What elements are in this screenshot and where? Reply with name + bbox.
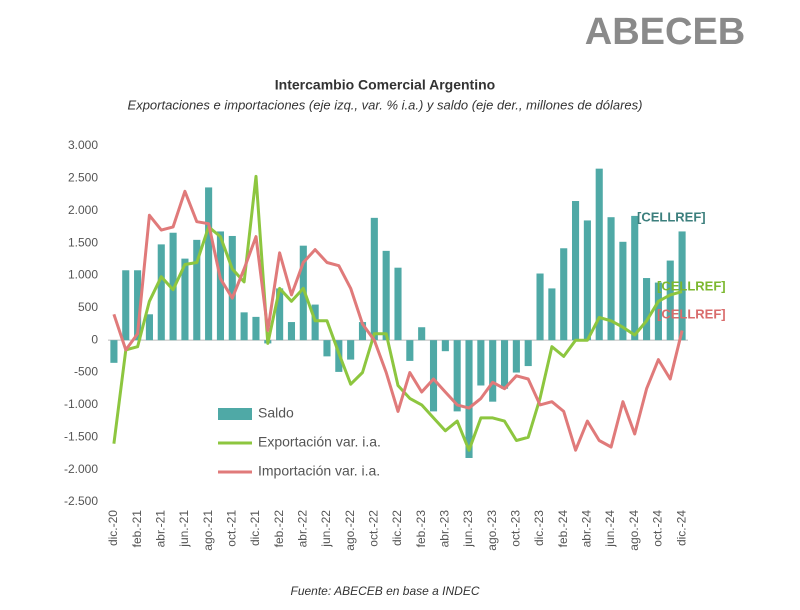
y-tick-label: -2.500 xyxy=(64,494,98,508)
x-tick-label: jun.-22 xyxy=(319,510,333,548)
bar xyxy=(358,322,367,341)
y-tick-label: -500 xyxy=(74,365,98,379)
x-tick-label: feb.-24 xyxy=(556,510,570,548)
bar xyxy=(560,248,568,341)
bar xyxy=(276,288,284,341)
bar xyxy=(205,187,213,341)
bar xyxy=(240,312,248,341)
legend-label: Exportación var. i.a. xyxy=(258,434,381,450)
bar xyxy=(631,215,639,341)
bar xyxy=(252,316,260,341)
bar xyxy=(548,288,556,341)
x-tick-label: abr.-23 xyxy=(438,510,452,548)
bar xyxy=(394,267,402,341)
x-tick-label: dic.-20 xyxy=(106,510,120,546)
bar xyxy=(228,235,236,341)
y-tick-label: 2.000 xyxy=(68,203,98,217)
bar xyxy=(441,340,449,352)
bar xyxy=(181,258,189,341)
bar xyxy=(287,322,296,341)
x-tick-label: feb.-21 xyxy=(130,510,144,548)
x-tick-label: dic.-21 xyxy=(248,510,262,546)
annotation: [CELLREF] xyxy=(657,306,726,321)
x-tick-label: ago.-23 xyxy=(485,510,499,551)
bar xyxy=(572,201,580,341)
line xyxy=(112,189,684,452)
x-tick-label: oct.-21 xyxy=(224,510,238,547)
annotation: [CELLREF] xyxy=(657,278,726,293)
bar xyxy=(536,273,544,341)
bar xyxy=(145,314,153,341)
x-tick-label: jun.-23 xyxy=(461,510,475,548)
y-tick-label: 1.500 xyxy=(68,235,98,249)
bar xyxy=(382,250,390,341)
x-tick-label: ago.-22 xyxy=(343,510,357,551)
bar xyxy=(666,260,674,341)
bar xyxy=(512,340,520,373)
bar xyxy=(429,340,438,412)
legend-swatch xyxy=(218,408,252,420)
bar xyxy=(678,231,686,341)
x-tick-label: dic.-24 xyxy=(674,510,688,546)
bar xyxy=(524,340,532,367)
bar xyxy=(347,340,355,360)
y-tick-label: 500 xyxy=(78,300,98,314)
bar xyxy=(465,340,473,458)
x-tick-label: ago.-21 xyxy=(201,510,215,551)
x-tick-label: dic.-23 xyxy=(532,510,546,546)
chart-subtitle: Exportaciones e importaciones (eje izq.,… xyxy=(128,97,643,112)
chart-title: Intercambio Comercial Argentino xyxy=(275,77,495,93)
bar xyxy=(157,244,165,341)
x-tick-label: feb.-23 xyxy=(414,510,428,548)
bar xyxy=(489,340,497,402)
x-tick-label: ago.-24 xyxy=(627,510,641,551)
x-tick-label: abr.-24 xyxy=(580,510,594,548)
bar xyxy=(299,245,307,341)
x-tick-label: oct.-23 xyxy=(509,510,523,547)
bar xyxy=(477,340,485,386)
bar xyxy=(134,270,142,341)
y-tick-label: 0 xyxy=(91,332,98,346)
bar xyxy=(607,217,615,341)
x-tick-label: feb.-22 xyxy=(272,510,286,548)
bar xyxy=(453,340,461,412)
bar xyxy=(654,282,662,341)
x-tick-label: jun.-21 xyxy=(177,510,191,548)
x-tick-label: jun.-24 xyxy=(603,510,617,548)
bar xyxy=(418,327,426,341)
bar xyxy=(619,241,627,341)
annotation: [CELLREF] xyxy=(637,209,706,224)
x-tick-label: oct.-24 xyxy=(651,510,665,547)
y-tick-label: 2.500 xyxy=(68,171,98,185)
bar xyxy=(216,231,224,341)
bar xyxy=(110,340,118,363)
bar xyxy=(595,168,603,341)
bar xyxy=(311,304,319,341)
bar xyxy=(370,217,378,341)
source: Fuente: ABECEB en base a INDEC xyxy=(291,584,480,598)
y-tick-label: -2.000 xyxy=(64,462,98,476)
bar xyxy=(193,239,201,341)
x-tick-label: dic.-22 xyxy=(390,510,404,546)
x-tick-label: abr.-21 xyxy=(153,510,167,548)
x-tick-label: oct.-22 xyxy=(366,510,380,547)
bar xyxy=(323,340,331,357)
bar xyxy=(583,220,591,341)
bar xyxy=(122,270,130,341)
y-tick-label: -1.000 xyxy=(64,397,98,411)
bar xyxy=(500,340,509,389)
logo: ABECEB xyxy=(585,11,745,53)
y-tick-label: 1.000 xyxy=(68,268,98,282)
legend-label: Importación var. i.a. xyxy=(258,463,380,479)
legend-label: Saldo xyxy=(258,405,294,421)
y-tick-label: 3.000 xyxy=(68,138,98,152)
y-tick-label: -1.500 xyxy=(64,429,98,443)
bar xyxy=(406,340,414,361)
bar xyxy=(643,278,651,341)
x-tick-label: abr.-22 xyxy=(295,510,309,548)
